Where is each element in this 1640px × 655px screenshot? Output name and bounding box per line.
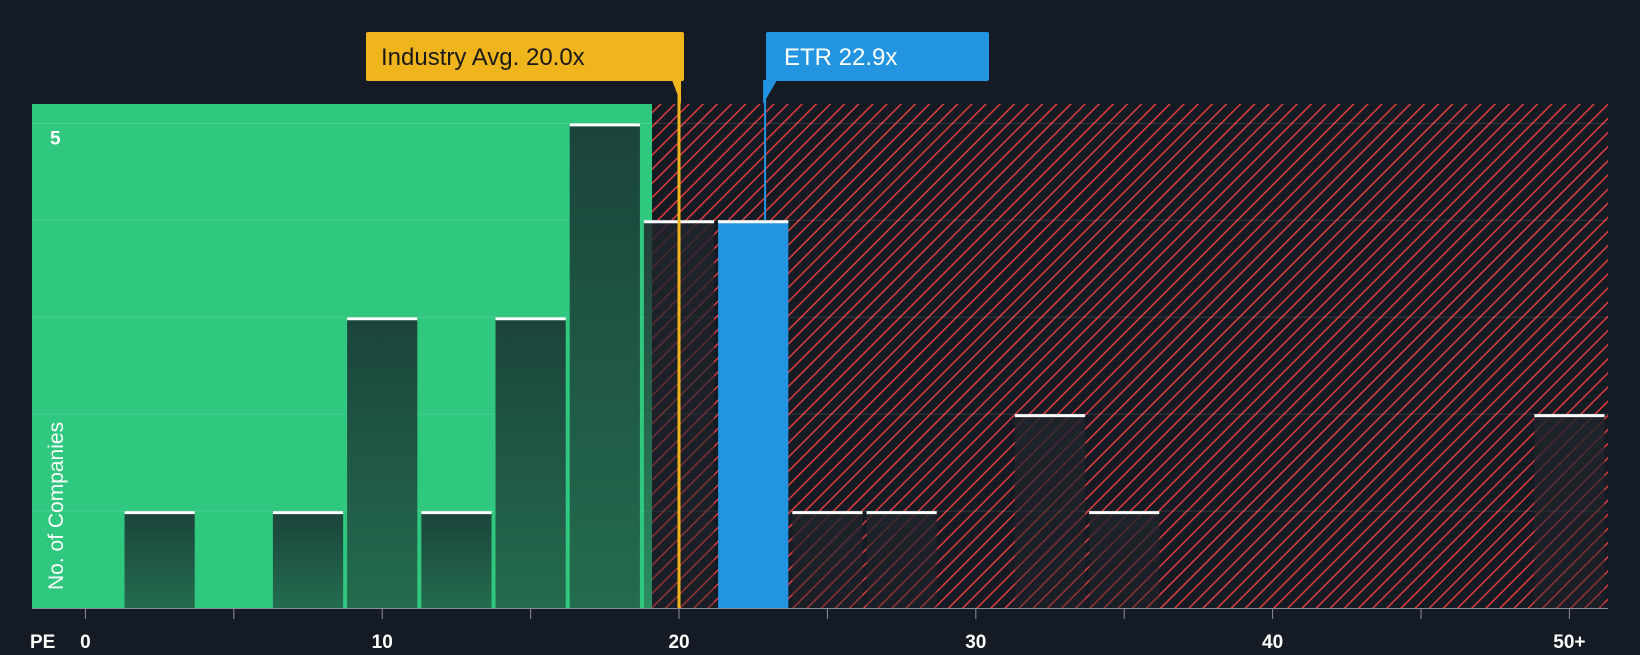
bar: [421, 511, 492, 608]
company-callout-box: [766, 32, 989, 81]
bar: [1089, 511, 1160, 608]
industry-avg-label: Industry Avg. 20.0x: [381, 44, 585, 71]
industry-callout-pointer: [672, 80, 682, 104]
bar: [1014, 414, 1086, 608]
y-axis-title: No. of Companies: [45, 422, 68, 590]
x-tick-label: 30: [965, 632, 986, 650]
x-axis-title: PE: [30, 632, 55, 650]
bar: [866, 511, 937, 608]
bar: [792, 511, 863, 608]
industry-avg-callout: Industry Avg. 20.0x: [366, 32, 684, 81]
x-tick-label: 20: [668, 632, 689, 650]
bar: [272, 511, 344, 608]
x-tick-label: 0: [80, 632, 91, 650]
bar: [1534, 414, 1605, 608]
industry-avg-callout-box: [366, 32, 684, 81]
company-callout: ETR 22.9x: [766, 32, 989, 81]
bar: [347, 317, 418, 608]
company-callout-pointer: [763, 80, 778, 104]
x-tick-label: 10: [372, 632, 393, 650]
bar: [569, 123, 640, 608]
company-label: ETR 22.9x: [784, 44, 897, 71]
x-tick-label: 50+: [1553, 632, 1585, 650]
bar-company: [718, 220, 789, 609]
bar: [124, 511, 195, 608]
x-tick-label: 40: [1262, 632, 1283, 650]
y-tick-label: 5: [50, 128, 61, 149]
bar: [495, 317, 566, 608]
